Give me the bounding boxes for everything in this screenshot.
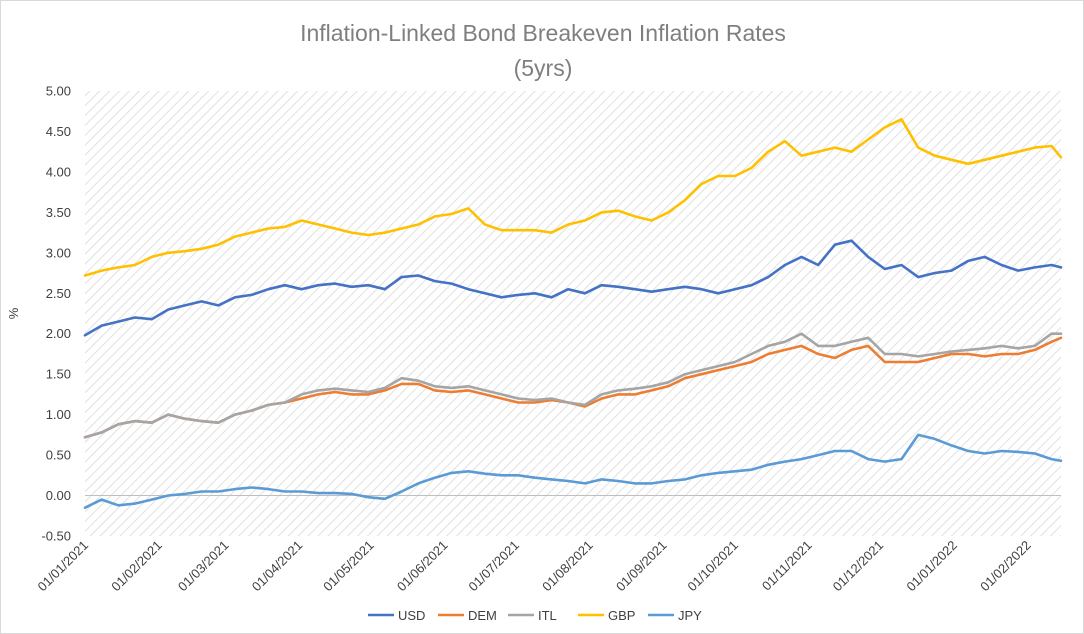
series-line-gbp [83,118,1063,277]
legend-label-dem: DEM [468,608,497,623]
legend-label-usd: USD [398,608,425,623]
y-tick-label: 5.00 [46,84,71,99]
series-line-usd [83,239,1063,337]
x-tick-label: 01/02/2022 [977,538,1034,595]
y-axis-ticks: -0.50 0.00 0.50 1.00 1.50 2.00 2.50 3.00 3.50 4.0… [41,84,71,544]
y-tick-label: 1.50 [46,367,71,382]
legend-label-itl: ITL [538,608,557,623]
y-tick-label: 4.00 [46,164,71,179]
y-tick-label: 4.50 [46,124,71,139]
y-axis-label: % [6,307,21,319]
chart-title: Inflation-Linked Bond Breakeven Inflatio… [300,20,786,46]
x-tick-label: 01/07/2021 [465,538,522,595]
x-tick-label: 01/05/2021 [320,538,377,595]
chart-subtitle: (5yrs) [514,55,573,81]
x-tick-label: 01/09/2021 [613,538,670,595]
x-tick-label: 01/11/2021 [759,538,815,594]
series-lines [83,118,1063,510]
y-tick-label: -0.50 [41,529,71,544]
series-line-jpy [83,433,1063,510]
x-tick-label: 01/10/2021 [684,538,741,595]
y-tick-label: 2.00 [46,326,71,341]
legend: USD DEM ITL GBP JPY [368,608,702,623]
plot-area-background [85,91,1061,536]
x-tick-label: 01/06/2021 [394,538,451,595]
x-tick-label: 01/04/2021 [249,538,306,595]
series-line-itl [83,332,1063,439]
y-tick-label: 3.50 [46,205,71,220]
y-tick-label: 1.00 [46,407,71,422]
x-tick-label: 01/01/2022 [903,538,960,595]
y-tick-label: 2.50 [46,286,71,301]
x-axis-ticks: 01/01/2021 01/02/2021 01/03/2021 01/04/2021… [34,538,1033,595]
legend-label-jpy: JPY [678,608,702,623]
x-tick-label: 01/03/2021 [175,538,232,595]
x-tick-label: 01/01/2021 [34,538,91,595]
y-tick-label: 0.00 [46,488,71,503]
x-tick-label: 01/02/2021 [108,538,165,595]
x-tick-label: 01/12/2021 [830,538,887,595]
legend-label-gbp: GBP [608,608,635,623]
y-tick-label: 3.00 [46,245,71,260]
x-tick-label: 01/08/2021 [539,538,596,595]
y-tick-label: 0.50 [46,448,71,463]
